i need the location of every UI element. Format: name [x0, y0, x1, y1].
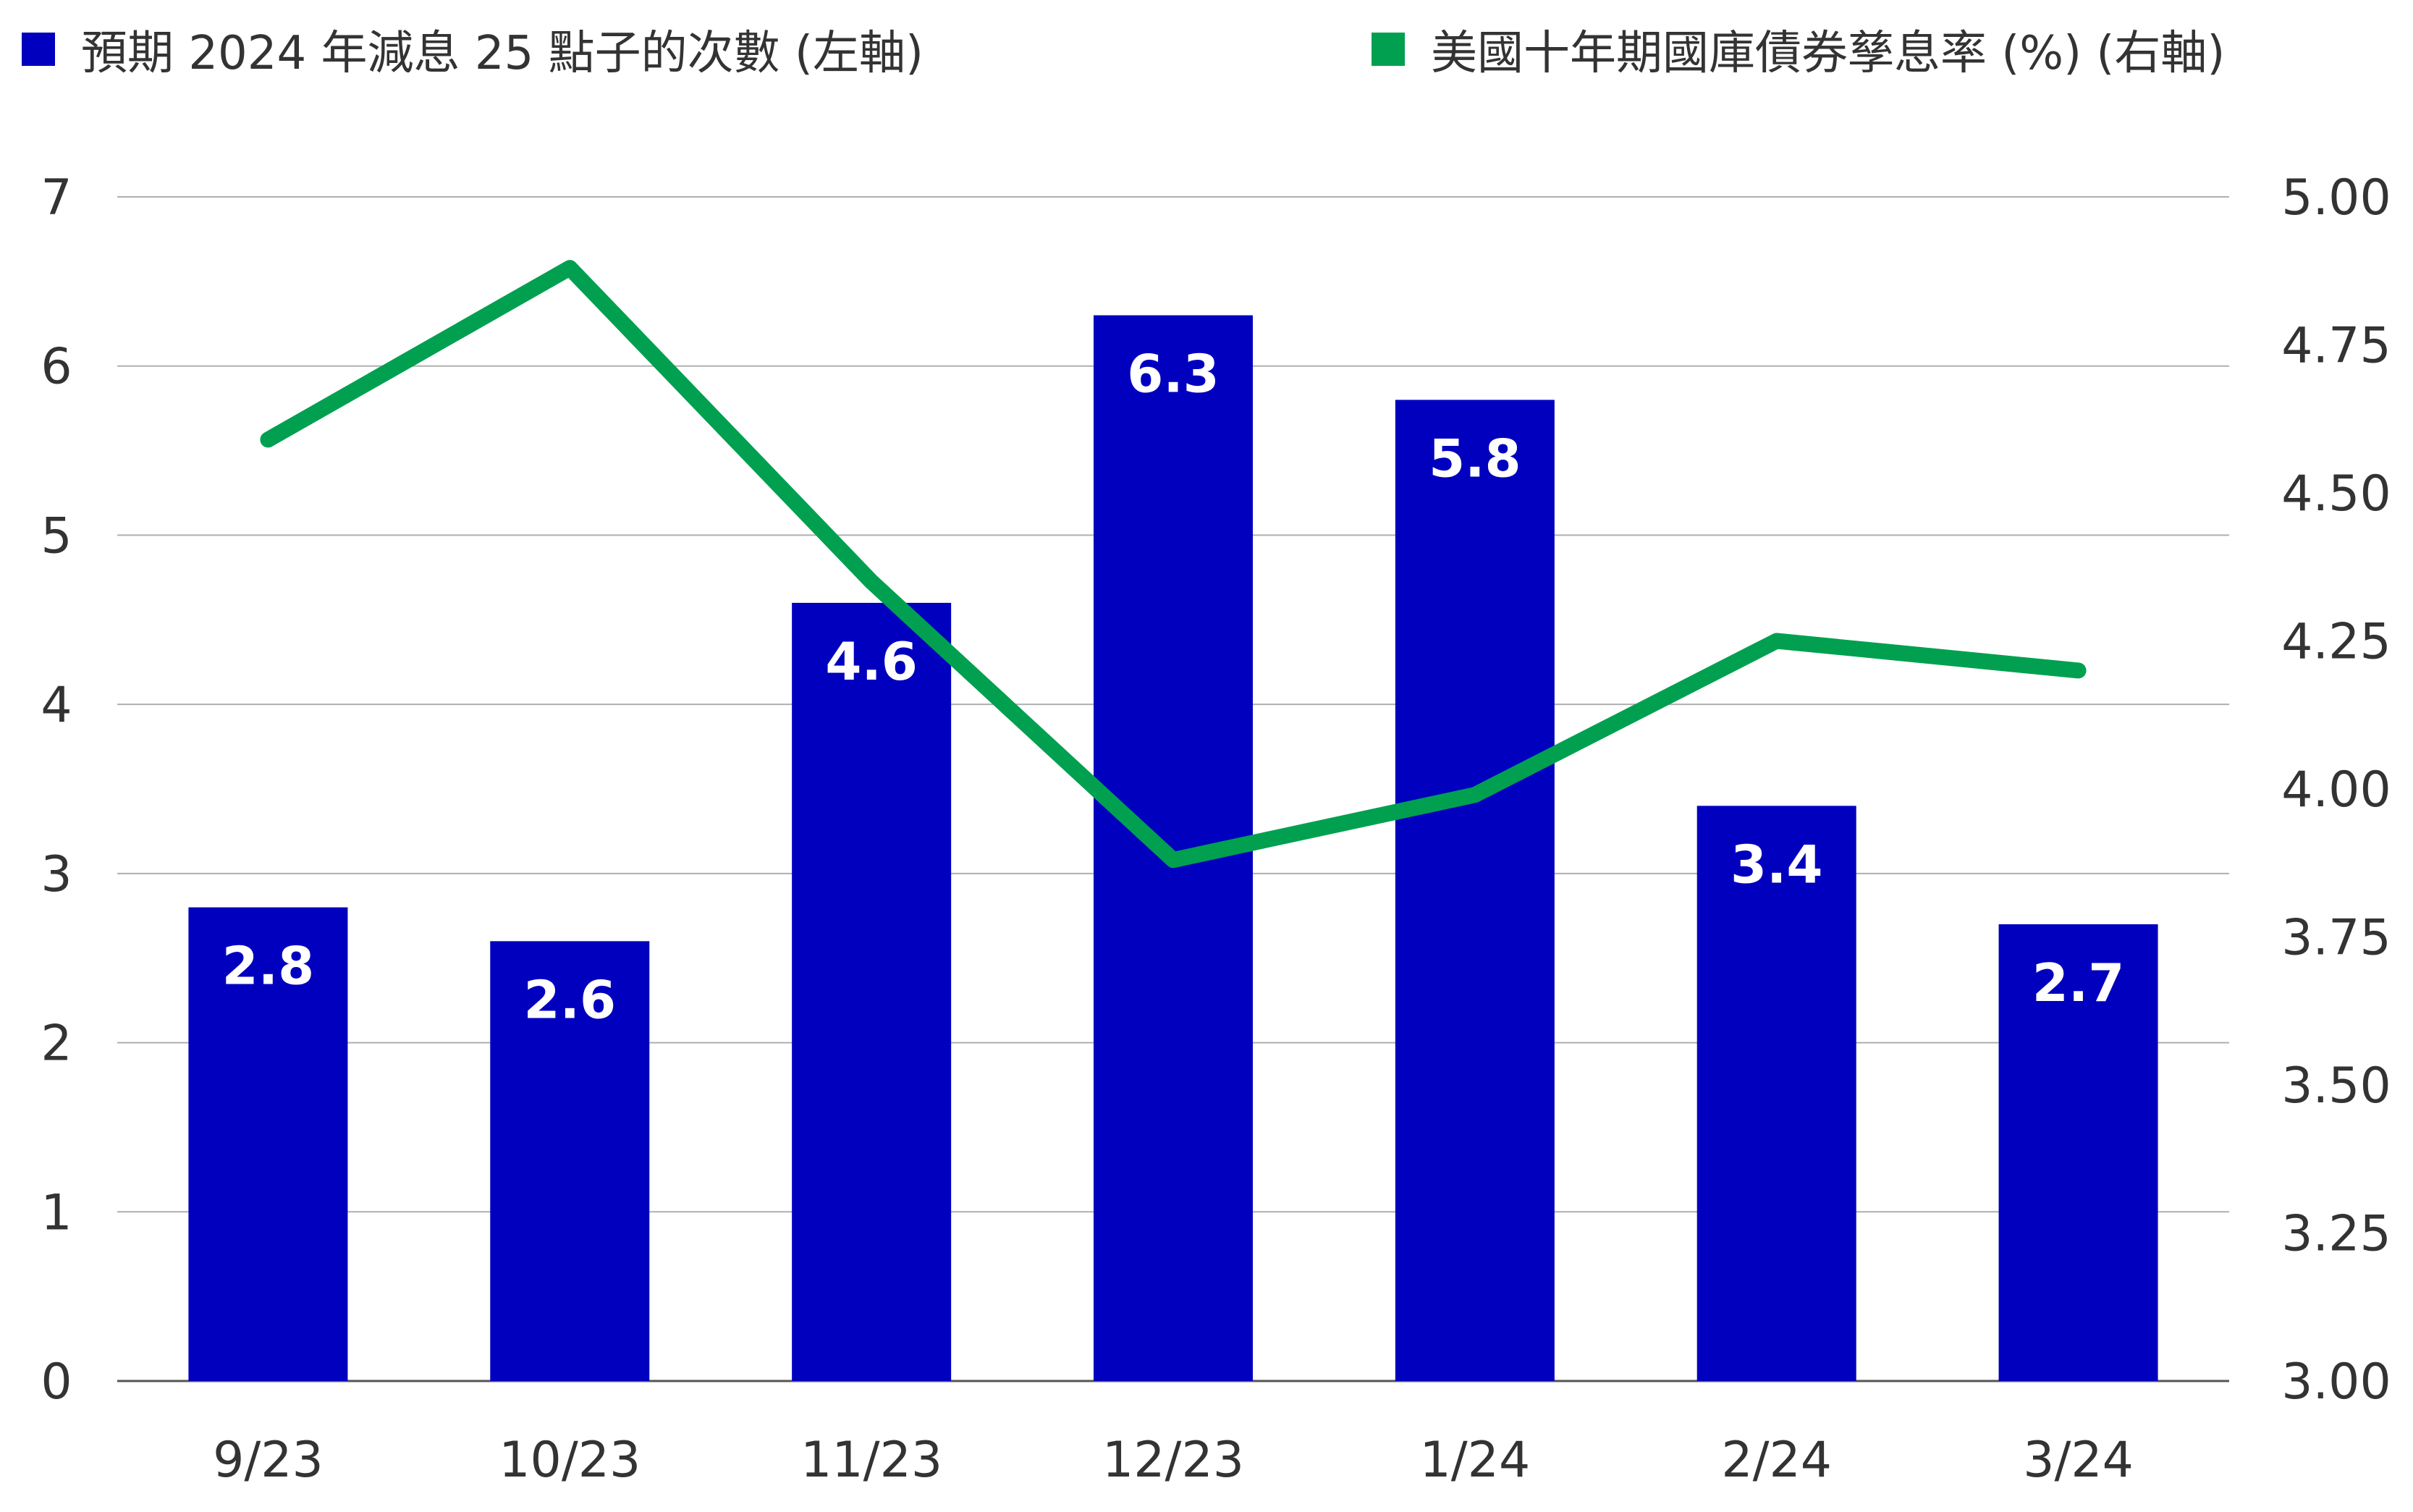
legend-label-line: 美國十年期國庫債券孳息率 (%) (右軸) [1431, 27, 2226, 80]
bar-label-12/23: 6.3 [1127, 344, 1220, 405]
left-tick-5: 5 [41, 507, 72, 565]
left-tick-0: 0 [41, 1353, 72, 1411]
right-tick-3.00: 3.00 [2281, 1353, 2391, 1411]
legend-label-bars: 預期 2024 年減息 25 點子的次數 (左軸) [81, 27, 924, 80]
bar-label-1/24: 5.8 [1429, 428, 1521, 489]
right-tick-4.50: 4.50 [2281, 465, 2391, 523]
x-axis-ticks: 9/23 10/23 11/23 12/23 1/24 2/24 3/24 [213, 1432, 2134, 1489]
bar-label-11/23: 4.6 [825, 631, 918, 692]
bar-label-3/24: 2.7 [2032, 953, 2125, 1013]
x-tick-1/24: 1/24 [1420, 1432, 1531, 1489]
left-tick-3: 3 [41, 846, 72, 903]
legend: 預期 2024 年減息 25 點子的次數 (左軸) 美國十年期國庫債券孳息率 (… [0, 13, 2413, 85]
legend-swatch-line [1372, 33, 1405, 66]
right-tick-4.25: 4.25 [2281, 614, 2391, 671]
bar-value-labels: 2.8 2.6 4.6 6.3 5.8 3.4 2.7 [222, 344, 2125, 1031]
left-tick-7: 7 [41, 169, 72, 227]
left-tick-6: 6 [41, 339, 72, 396]
x-tick-3/24: 3/24 [2023, 1432, 2134, 1489]
x-tick-11/23: 11/23 [800, 1432, 942, 1489]
line-series [260, 260, 2087, 869]
x-tick-9/23: 9/23 [213, 1432, 324, 1489]
bar-10/23 [490, 941, 650, 1381]
right-tick-3.25: 3.25 [2281, 1206, 2391, 1263]
right-tick-5.00: 5.00 [2281, 169, 2391, 227]
legend-item-bars: 預期 2024 年減息 25 點子的次數 (左軸) [22, 13, 924, 85]
right-tick-3.75: 3.75 [2281, 910, 2391, 967]
bar-label-9/23: 2.8 [222, 936, 315, 997]
bar-9/23 [188, 907, 348, 1381]
yield-line [260, 260, 2087, 869]
bar-3/24 [1998, 924, 2158, 1381]
left-axis-ticks: 0 1 2 3 4 5 6 7 [41, 169, 72, 1411]
bar-2/24 [1696, 806, 1856, 1381]
right-tick-3.50: 3.50 [2281, 1057, 2391, 1115]
bar-1/24 [1395, 400, 1555, 1381]
bar-series [188, 315, 2158, 1382]
left-tick-1: 1 [41, 1184, 72, 1241]
x-tick-10/23: 10/23 [499, 1432, 641, 1489]
right-axis-ticks: 3.00 3.25 3.50 3.75 4.00 4.25 4.50 4.75 5.00 [2281, 169, 2391, 1411]
x-tick-2/24: 2/24 [1721, 1432, 1832, 1489]
right-tick-4.00: 4.00 [2281, 761, 2391, 819]
legend-swatch-bars [22, 33, 55, 66]
x-tick-12/23: 12/23 [1102, 1432, 1244, 1489]
bar-11/23 [792, 602, 952, 1381]
legend-item-line: 美國十年期國庫債券孳息率 (%) (右軸) [1372, 13, 2225, 85]
bar-label-10/23: 2.6 [524, 969, 617, 1030]
bar-label-2/24: 3.4 [1730, 834, 1823, 895]
left-tick-2: 2 [41, 1015, 72, 1073]
right-tick-4.75: 4.75 [2281, 318, 2391, 375]
left-tick-4: 4 [41, 677, 72, 734]
